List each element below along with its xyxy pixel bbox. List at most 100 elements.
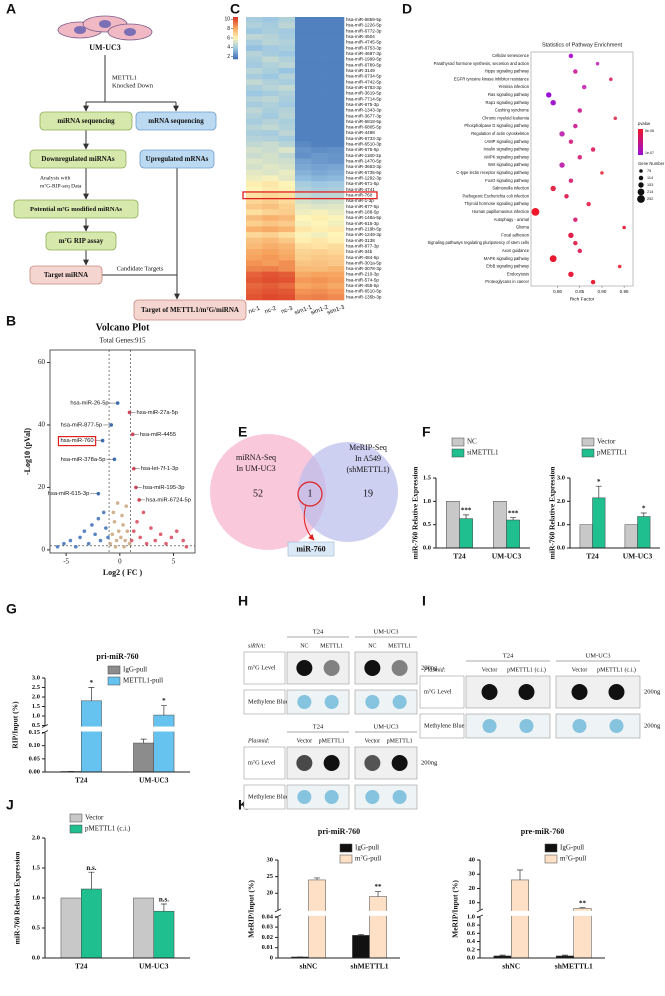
heat-cell	[278, 266, 296, 272]
heat-cell	[295, 107, 312, 114]
heat-cell	[295, 158, 312, 165]
heat-cell	[311, 39, 328, 46]
heat-cell	[262, 39, 279, 46]
point	[158, 532, 163, 537]
legend-label: 252	[647, 197, 653, 201]
row-label: hsa-miR-3078-3p	[346, 266, 382, 271]
bar	[153, 910, 175, 959]
y-tick-label: 2.0	[32, 693, 40, 700]
point	[135, 519, 139, 524]
y-tick-label: 1.0	[467, 913, 475, 920]
heat-cell	[327, 175, 345, 182]
heat-cell	[262, 198, 279, 205]
heat-cell	[246, 62, 263, 69]
heat-cell	[327, 232, 345, 239]
dot	[568, 271, 574, 277]
point	[86, 541, 91, 546]
heat-cell	[295, 169, 312, 176]
heat-cell	[295, 294, 312, 301]
blot-dot	[572, 719, 587, 733]
category-label: Cushing syndrome	[495, 108, 530, 113]
row-label: Methylene Blue	[248, 698, 289, 705]
heat-cell	[278, 203, 296, 210]
point	[164, 541, 168, 546]
point	[110, 532, 115, 537]
heat-cell	[295, 203, 312, 210]
row-label: hsa-miR-3653-3p	[346, 164, 382, 169]
heat-cell	[278, 158, 296, 165]
heat-cell	[311, 67, 328, 74]
row-label: hsa-miR-6805-5p	[346, 125, 382, 130]
point	[82, 529, 87, 533]
heat-cell	[278, 45, 296, 52]
heat-cell	[311, 288, 328, 295]
row-label: hsa-miR-615-3p	[346, 221, 379, 226]
panel-letter: B	[6, 313, 16, 329]
point	[141, 510, 146, 515]
y-tick-label: 0.03	[262, 924, 274, 931]
flow-node	[45, 231, 117, 251]
heat-cell	[295, 50, 312, 57]
error-bar	[88, 871, 95, 889]
heat-cell	[262, 266, 279, 272]
y-tick-label: 0.2	[467, 946, 475, 953]
break-mark	[41, 724, 49, 734]
significance-label: *	[162, 697, 166, 705]
blot-label-box	[243, 746, 286, 780]
heat-cell	[327, 17, 345, 23]
point-label: hsa-miR-26-5p	[70, 401, 108, 407]
panel-letter: A	[6, 1, 16, 17]
colorbar-step	[233, 21, 238, 24]
heat-cell	[327, 152, 345, 159]
heat-cell	[246, 124, 263, 131]
axis-break	[44, 726, 191, 732]
row-label: hsa-miR-301a-5p	[346, 260, 382, 265]
blot-membrane	[555, 675, 641, 709]
category-label: FoxO signaling pathway	[485, 178, 530, 183]
heat-cell	[311, 220, 328, 227]
heat-cell	[262, 118, 279, 125]
y-tick-label: 1.0	[557, 521, 565, 528]
lane-label: pMETTL1	[387, 738, 413, 744]
y-tick-label: 0.04	[262, 913, 274, 920]
heat-cell	[295, 84, 312, 91]
heat-cell	[311, 22, 328, 29]
heat-cell	[262, 181, 279, 188]
heat-cell	[311, 33, 328, 40]
heat-cell	[262, 152, 279, 159]
row-label: hsa-miR-6734-5p	[346, 74, 382, 79]
y-tick-label: 1.5	[32, 864, 41, 871]
point	[93, 532, 97, 537]
heat-cell	[262, 84, 279, 91]
heat-cell	[262, 113, 279, 120]
heat-cell	[278, 50, 296, 57]
heat-cell	[295, 90, 312, 97]
heat-cell	[262, 215, 279, 222]
set-count: 52	[253, 488, 263, 499]
legend-swatch	[107, 676, 121, 686]
colorbar-step	[233, 23, 238, 26]
point	[124, 504, 129, 508]
point	[181, 538, 185, 543]
category-label: Axon guidance	[502, 248, 530, 253]
heat-cell	[262, 56, 279, 63]
blot-dot	[391, 660, 408, 676]
point	[169, 535, 174, 540]
heat-cell	[278, 79, 296, 86]
panel-letter: C	[230, 1, 240, 17]
heat-cell	[311, 249, 328, 256]
category-label: Phospholipase D signaling pathway	[464, 123, 530, 128]
heat-cell	[295, 96, 312, 103]
heat-cell	[246, 271, 263, 278]
amount-label: 200ng	[644, 722, 661, 729]
set-count: 1	[308, 488, 313, 499]
heat-cell	[246, 141, 263, 148]
bar	[81, 888, 102, 959]
row-label: hsa-miR-34b	[346, 249, 373, 254]
heat-cell	[246, 294, 263, 301]
y-tick-label: 20	[267, 890, 274, 897]
bar	[60, 897, 82, 959]
heat-cell	[327, 198, 345, 205]
heat-cell	[246, 90, 263, 97]
heat-cell	[311, 130, 328, 137]
